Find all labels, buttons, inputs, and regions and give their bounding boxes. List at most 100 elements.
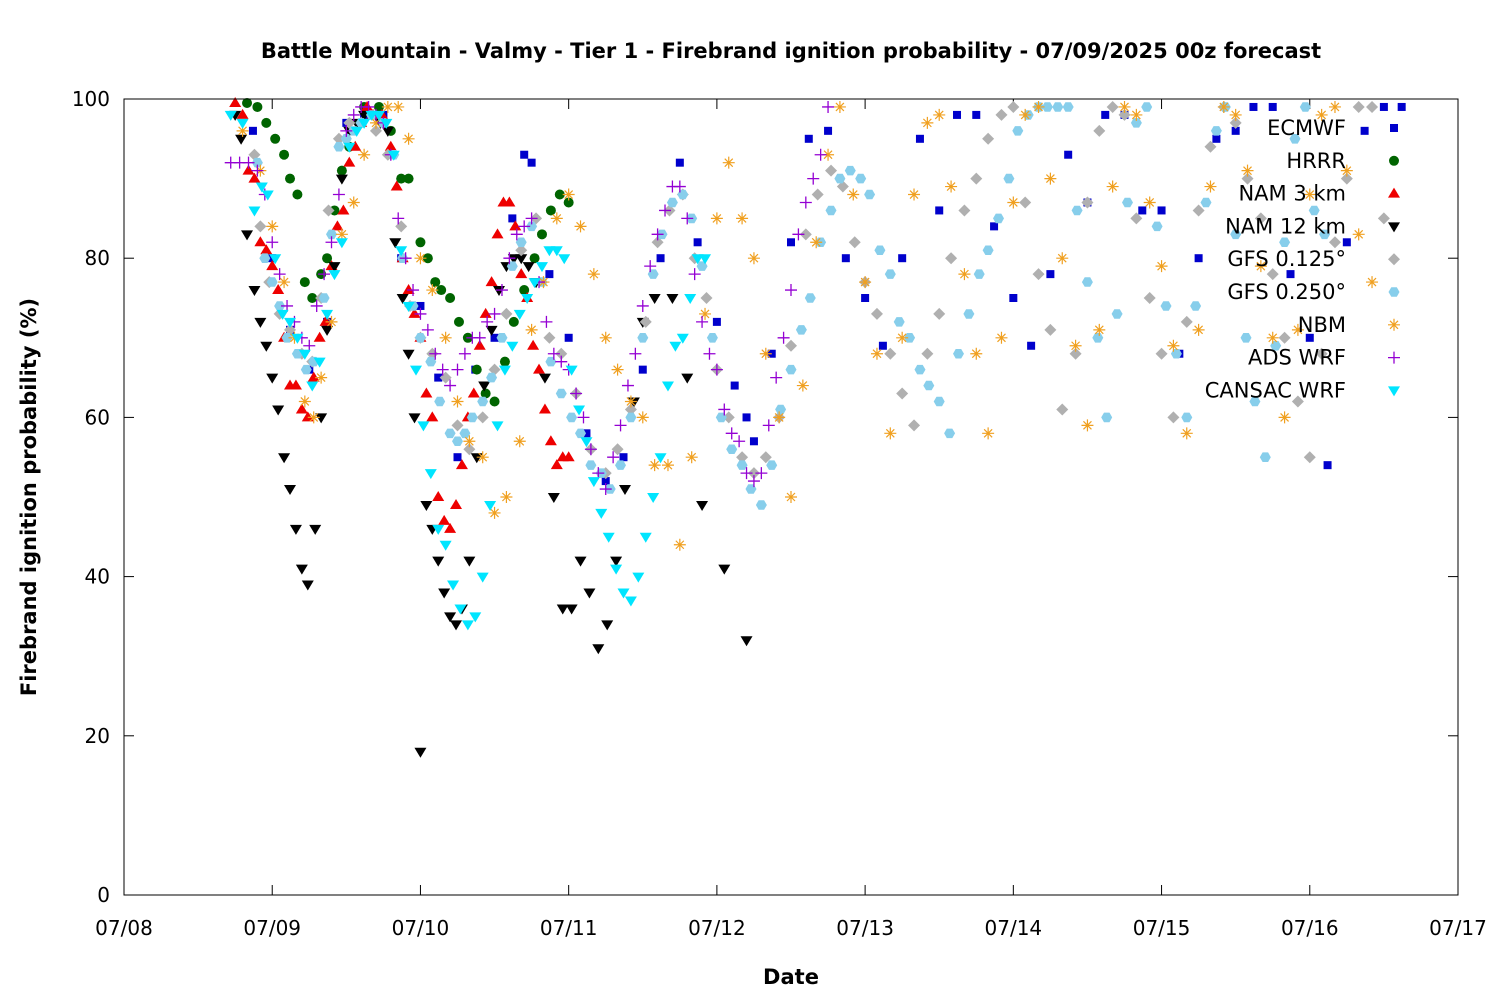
point-nam-3-km xyxy=(562,451,575,462)
point-nam-3-km xyxy=(331,220,344,231)
point-nbm xyxy=(1044,172,1057,185)
point-nbm xyxy=(1180,427,1193,440)
point-nbm xyxy=(933,108,946,121)
point-nbm xyxy=(773,411,786,424)
x-tick-label: 07/16 xyxy=(1281,916,1339,940)
point-ads-wrf xyxy=(347,108,360,121)
point-cansac-wrf xyxy=(676,333,689,344)
point-ads-wrf xyxy=(242,156,255,169)
point-gfs-0-125 xyxy=(611,443,624,456)
point-nbm xyxy=(525,323,538,336)
point-nbm xyxy=(1155,260,1168,273)
point-nam-12-km xyxy=(450,620,463,631)
point-nam-3-km xyxy=(402,284,415,295)
point-ads-wrf xyxy=(570,387,583,400)
point-gfs-0-125 xyxy=(332,132,345,145)
point-ads-wrf xyxy=(814,148,827,161)
point-nam-12-km xyxy=(610,556,623,567)
point-cansac-wrf xyxy=(387,150,400,161)
point-nam-12-km xyxy=(248,286,261,297)
point-gfs-0-250 xyxy=(434,396,446,407)
point-nam-3-km xyxy=(467,387,480,398)
point-gfs-0-250 xyxy=(715,412,727,423)
point-gfs-0-250 xyxy=(575,428,586,439)
point-nam-3-km xyxy=(473,339,486,350)
point-cansac-wrf xyxy=(498,365,511,376)
point-gfs-0-125 xyxy=(515,244,528,257)
point-cansac-wrf xyxy=(350,126,363,137)
point-gfs-0-250 xyxy=(1151,221,1163,232)
point-ecmwf xyxy=(1194,254,1203,263)
point-nbm xyxy=(1118,100,1131,113)
point-gfs-0-250 xyxy=(973,269,985,279)
point-nam-3-km xyxy=(533,363,546,374)
point-nbm xyxy=(1106,180,1119,193)
point-nbm xyxy=(1340,164,1353,177)
data-points xyxy=(224,96,1406,758)
point-hrrr xyxy=(415,237,426,248)
point-gfs-0-250 xyxy=(677,189,689,200)
point-gfs-0-125 xyxy=(476,411,489,424)
point-nbm xyxy=(1266,331,1279,344)
point-cansac-wrf xyxy=(372,110,385,121)
point-gfs-0-250 xyxy=(1259,452,1271,462)
point-nam-12-km xyxy=(601,620,614,631)
point-ecmwf xyxy=(1397,102,1406,111)
point-ads-wrf xyxy=(740,467,753,480)
point-ads-wrf xyxy=(473,331,486,344)
point-gfs-0-250 xyxy=(1122,197,1133,208)
y-tick-label: 60 xyxy=(85,405,110,429)
point-cansac-wrf xyxy=(506,341,519,352)
point-gfs-0-125 xyxy=(1143,292,1156,304)
point-nam-12-km xyxy=(241,230,254,241)
point-nam-3-km xyxy=(337,204,350,215)
point-nam-3-km xyxy=(550,459,563,470)
point-gfs-0-125 xyxy=(555,347,568,360)
point-nam-3-km xyxy=(515,268,528,279)
point-ecmwf xyxy=(675,158,684,167)
point-nam-12-km xyxy=(666,294,679,304)
point-nbm xyxy=(439,331,452,344)
point-nam-3-km xyxy=(544,435,557,446)
point-gfs-0-250 xyxy=(1041,102,1053,112)
point-gfs-0-250 xyxy=(566,412,578,423)
point-gfs-0-250 xyxy=(775,404,787,415)
point-hrrr xyxy=(299,277,310,288)
point-gfs-0-125 xyxy=(970,172,983,185)
point-ecmwf xyxy=(824,126,833,135)
point-gfs-0-125 xyxy=(1056,403,1069,416)
point-hrrr xyxy=(480,388,491,399)
x-axis-label: Date xyxy=(763,965,819,989)
point-gfs-0-250 xyxy=(615,460,626,470)
point-nbm xyxy=(358,148,371,161)
point-nam-3-km xyxy=(527,339,540,350)
point-ads-wrf xyxy=(725,427,738,440)
point-gfs-0-125 xyxy=(451,419,464,432)
point-nbm xyxy=(513,435,526,448)
point-gfs-0-250 xyxy=(1190,301,1202,311)
point-ads-wrf xyxy=(429,347,442,360)
point-gfs-0-250 xyxy=(1230,229,1242,240)
point-ecmwf xyxy=(1157,206,1166,215)
point-nbm xyxy=(369,116,382,129)
point-cansac-wrf xyxy=(224,110,237,121)
point-nam-12-km xyxy=(328,262,341,273)
point-gfs-0-125 xyxy=(945,252,958,265)
point-nam-12-km xyxy=(522,262,535,273)
point-ecmwf xyxy=(990,222,999,231)
point-nbm xyxy=(325,315,338,328)
point-gfs-0-125 xyxy=(1155,347,1168,360)
point-cansac-wrf xyxy=(521,294,534,304)
point-nbm xyxy=(1204,180,1217,193)
point-nbm xyxy=(648,459,661,472)
point-gfs-0-125 xyxy=(921,347,934,360)
point-nbm xyxy=(859,276,872,289)
point-ads-wrf xyxy=(503,252,516,265)
point-gfs-0-125 xyxy=(982,132,995,145)
point-nbm xyxy=(1315,108,1328,121)
point-cansac-wrf xyxy=(647,493,660,503)
y-tick-label: 40 xyxy=(85,565,110,589)
point-nbm xyxy=(278,276,291,289)
legend-label-nbm: NBM xyxy=(1298,313,1346,337)
point-hrrr xyxy=(489,396,500,407)
